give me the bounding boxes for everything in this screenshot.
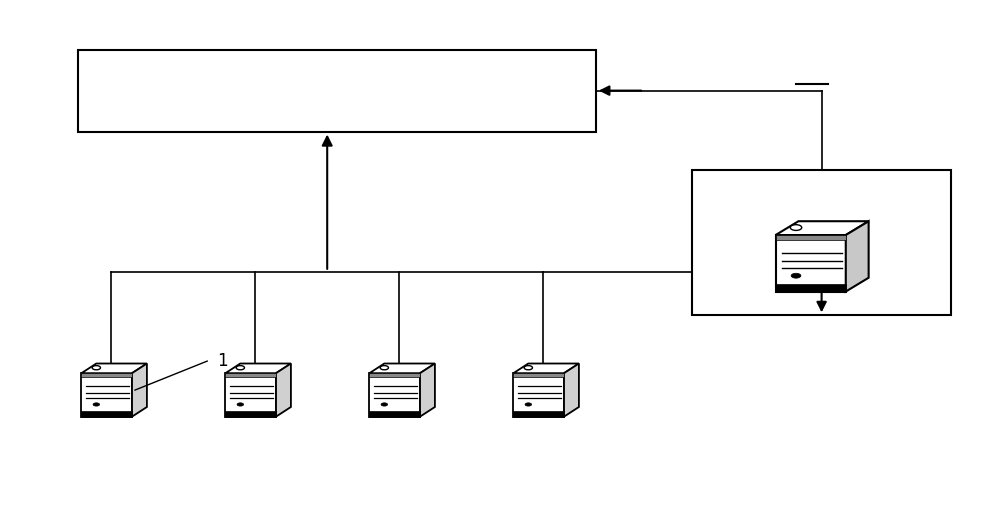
Circle shape [524, 365, 532, 370]
Polygon shape [776, 221, 869, 235]
Circle shape [525, 403, 532, 406]
Polygon shape [369, 363, 435, 373]
Polygon shape [420, 363, 435, 417]
Polygon shape [776, 235, 846, 291]
Circle shape [381, 403, 388, 406]
Polygon shape [369, 373, 420, 376]
FancyBboxPatch shape [692, 170, 951, 315]
Polygon shape [81, 373, 132, 417]
Polygon shape [369, 411, 420, 417]
Circle shape [92, 365, 100, 370]
Polygon shape [846, 221, 869, 291]
Circle shape [237, 403, 244, 406]
FancyBboxPatch shape [78, 49, 596, 132]
Polygon shape [225, 411, 276, 417]
Polygon shape [564, 363, 579, 417]
Polygon shape [776, 235, 846, 239]
Polygon shape [225, 363, 291, 373]
Text: 1: 1 [217, 352, 227, 370]
Polygon shape [513, 363, 579, 373]
Circle shape [93, 403, 100, 406]
Polygon shape [132, 363, 147, 417]
Polygon shape [81, 373, 132, 376]
Circle shape [380, 365, 388, 370]
Polygon shape [81, 363, 147, 373]
Polygon shape [513, 411, 564, 417]
Polygon shape [776, 284, 846, 291]
Polygon shape [513, 373, 564, 417]
Polygon shape [369, 373, 420, 417]
Polygon shape [276, 363, 291, 417]
Polygon shape [225, 373, 276, 417]
Circle shape [236, 365, 244, 370]
Polygon shape [81, 411, 132, 417]
Polygon shape [225, 373, 276, 376]
Circle shape [791, 273, 801, 278]
Circle shape [790, 225, 802, 230]
Polygon shape [513, 373, 564, 376]
